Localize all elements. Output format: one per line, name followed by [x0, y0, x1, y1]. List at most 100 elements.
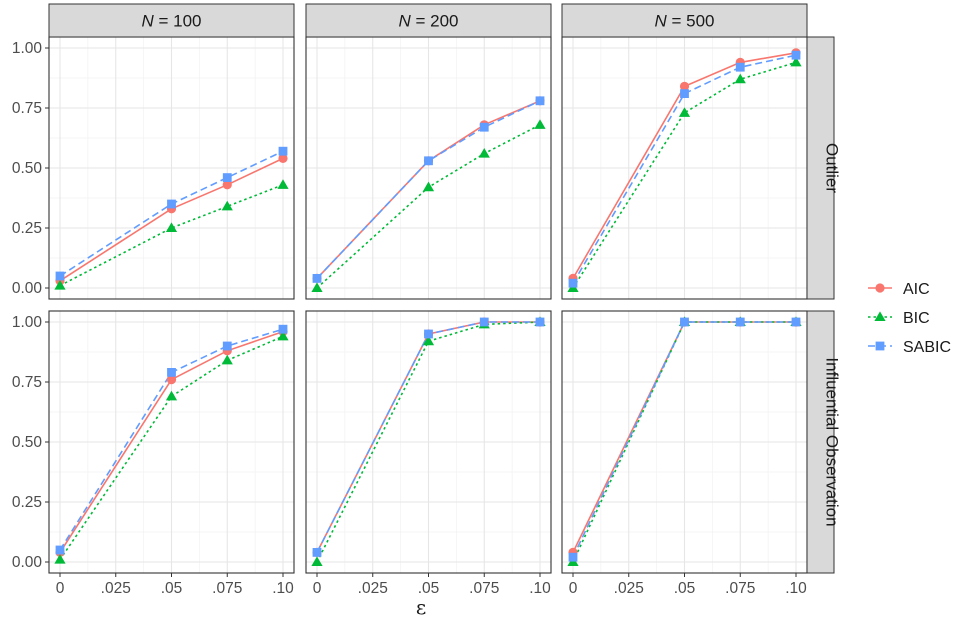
facet-label-value: = 100 — [154, 12, 202, 31]
panel-r0-c2-line-aic — [572, 52, 797, 279]
facet-label-value: = 200 — [411, 12, 459, 31]
x-axis-title: ε — [416, 595, 426, 619]
x-tick-label: .075 — [212, 580, 242, 597]
panel-r1-c1-line-sabic — [316, 321, 540, 553]
panel-r1-c1-point-sabic — [424, 329, 433, 339]
panel-r0-c0-point-bic — [277, 179, 289, 189]
panel-r0-c1-point-bic — [534, 119, 546, 129]
x-tick-label: 0 — [569, 580, 578, 597]
legend-item-bic: BIC — [868, 310, 930, 327]
panel-r1-c0-point-bic — [54, 554, 66, 564]
panel-r1-c1-line-bic — [316, 321, 541, 563]
panel-r1-c1-point-bic — [422, 335, 435, 346]
panel-r0-c1-point-sabic — [535, 96, 545, 106]
y-tick-label: 0.50 — [12, 160, 43, 177]
x-tick-label: .05 — [161, 580, 183, 597]
panel-r0-c1-point-sabic — [479, 122, 489, 132]
legend-item-sabic: SABIC — [868, 339, 951, 356]
facet-label-prefix: N — [654, 12, 667, 31]
panel-r0-c0-point-sabic — [55, 271, 65, 281]
panel-r0-c1-point-bic — [311, 282, 323, 293]
panel-r1-c0-point-aic — [166, 375, 177, 385]
y-tick-label: 0.75 — [12, 100, 42, 117]
panel-r0-c0-point-bic — [221, 200, 233, 211]
strips-layer: N = 100 N = 200 N = 500OutlierInfluential … — [48, 3, 842, 574]
grid-layer — [49, 37, 807, 573]
panel-r1-c0-point-sabic — [278, 324, 288, 334]
panel-r1-c0-point-sabic — [167, 368, 176, 377]
x-tick-label: .05 — [674, 580, 696, 597]
facet-label-value: = 500 — [667, 12, 715, 31]
facet-strip-col-2 — [561, 3, 808, 38]
y-tick-label: 1.00 — [12, 40, 43, 57]
panel-r1-c0-line-aic — [59, 330, 284, 553]
panel-r1-c0-point-bic — [221, 354, 233, 365]
panel-r0-c1-point-sabic — [424, 156, 433, 166]
panel-r0-c0-point-bic — [165, 222, 178, 233]
panel-r1-c2-point-sabic — [568, 552, 578, 562]
panel-r0-c1-line-sabic — [316, 100, 541, 279]
panel-r0-c0-point-aic — [222, 180, 232, 190]
x-tick-label: .025 — [101, 580, 131, 597]
panel-r1-c1-point-bic — [311, 556, 323, 567]
facet-strip-row-0 — [806, 36, 835, 300]
panel-r1-c0-point-bic — [165, 390, 178, 401]
series-lines-layer — [59, 52, 797, 563]
legend-label: BIC — [903, 310, 930, 327]
panel-r0-c0-point-sabic — [167, 199, 176, 209]
y-tick-label: 0.00 — [12, 554, 43, 571]
facet-label-prefix: N — [141, 12, 154, 31]
panel-r0-c2-point-sabic — [568, 278, 578, 288]
panel-r0-c2-point-bic — [790, 56, 802, 67]
panel-r0-c1-line-bic — [316, 124, 541, 289]
y-tick-label: 0.75 — [12, 374, 42, 391]
x-tick-label: 0 — [313, 580, 322, 597]
x-tick-label: .025 — [358, 580, 388, 597]
panel-r1-c0-point-sabic — [55, 545, 65, 555]
panel-r0-c0-point-bic — [54, 280, 66, 290]
panel-r1-c2-point-sabic — [791, 317, 801, 327]
panel-r1-c0-line-sabic — [59, 328, 284, 551]
panel-r0-c0-line-bic — [59, 184, 284, 287]
x-tick-label: .05 — [418, 580, 440, 597]
facet-strip-row-1 — [806, 310, 835, 574]
legend-marker — [874, 311, 886, 322]
legend-marker — [875, 341, 885, 351]
legend-marker — [875, 283, 885, 293]
legend-label: SABIC — [903, 339, 951, 356]
panel-r0-c1-point-sabic — [312, 274, 322, 283]
x-tick-label: 0 — [56, 580, 65, 597]
x-tick-label: .10 — [785, 580, 807, 597]
panel-r0-c1-point-bic — [422, 181, 435, 192]
panel-r0-c2-point-aic — [679, 81, 690, 91]
x-tick-label: .025 — [614, 580, 644, 597]
panel-r1-c1-point-sabic — [312, 548, 322, 557]
facet-label-row-1: Influential Observation — [823, 357, 842, 526]
panel-r0-c1-point-bic — [478, 148, 490, 158]
panel-r1-c0-point-sabic — [222, 341, 232, 351]
panel-r0-c2-point-bic — [734, 73, 746, 84]
legend-label: AIC — [903, 281, 930, 298]
facet-label-col-1: N = 200 — [398, 12, 458, 31]
panel-r1-c2-point-sabic — [735, 317, 745, 327]
x-tick-label: .10 — [272, 580, 294, 597]
panel-r0-c0-line-sabic — [59, 150, 284, 277]
y-tick-label: 0.50 — [12, 434, 43, 451]
panel-r0-c0-point-sabic — [278, 146, 288, 156]
facet-strip-col-0 — [48, 3, 295, 38]
panel-r0-c2-point-sabic — [735, 62, 745, 72]
facet-label-prefix: N — [398, 12, 411, 31]
panel-r0-c0-line-aic — [59, 157, 284, 282]
facet-label-col-0: N = 100 — [141, 12, 201, 31]
facet-label-col-2: N = 500 — [654, 12, 714, 31]
panel-r0-c0-point-aic — [278, 153, 288, 163]
series-points-layer — [54, 48, 802, 567]
panel-r1-c0-point-bic — [277, 330, 289, 341]
facet-label-row-0: Outlier — [823, 143, 842, 193]
legend-item-aic: AIC — [868, 281, 930, 298]
y-tick-label: 0.00 — [12, 280, 43, 297]
y-tick-label: 0.25 — [12, 220, 42, 237]
x-tick-label: .075 — [469, 580, 499, 597]
x-tick-label: .075 — [725, 580, 755, 597]
